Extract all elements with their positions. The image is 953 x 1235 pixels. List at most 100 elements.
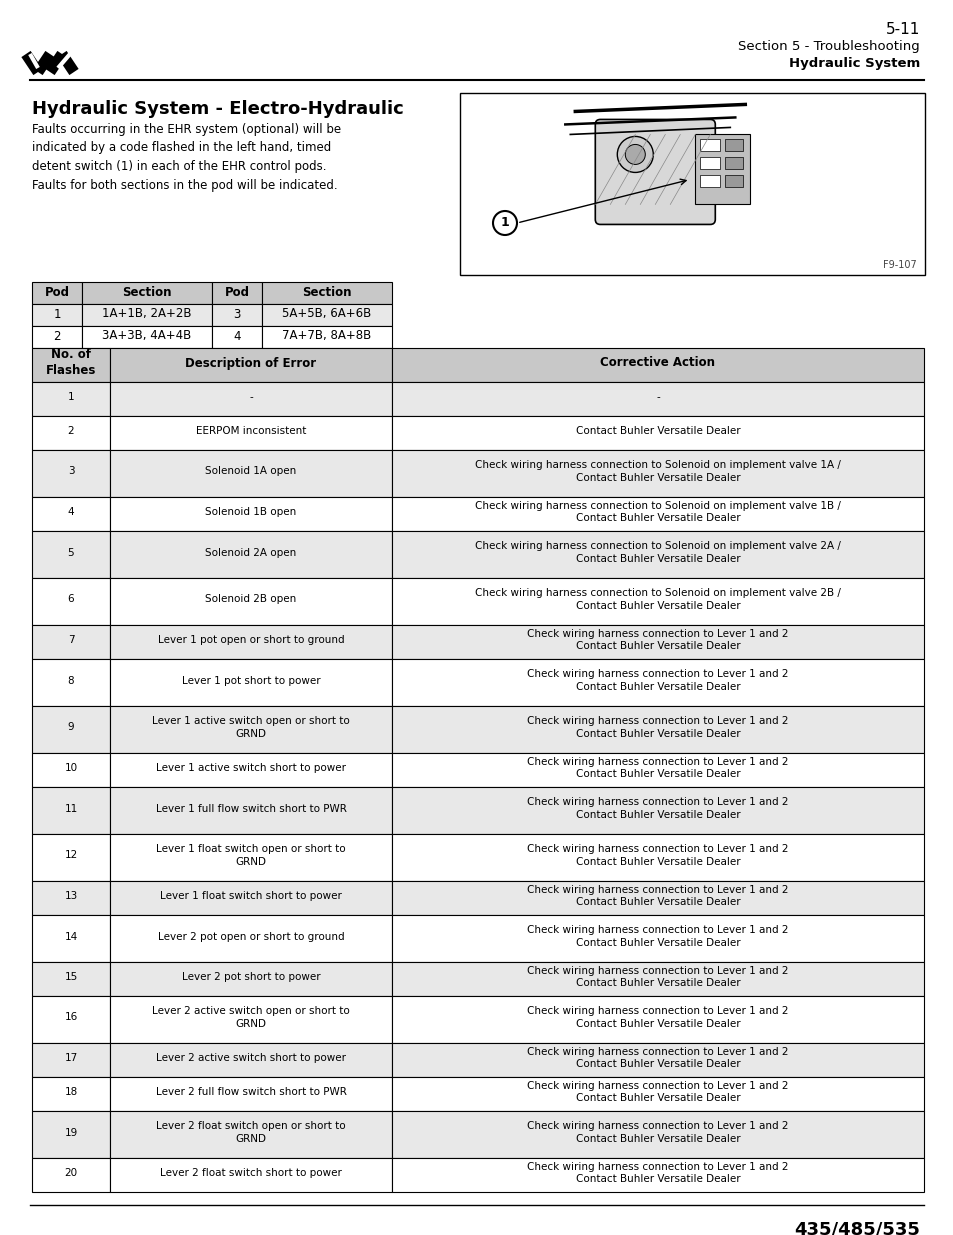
- Bar: [392, 995, 923, 1044]
- Text: Lever 1 float switch open or short to
GRND: Lever 1 float switch open or short to GR…: [156, 844, 345, 867]
- Bar: [392, 659, 923, 706]
- Text: 15: 15: [64, 972, 77, 982]
- Bar: [32, 282, 82, 304]
- Text: 12: 12: [64, 851, 77, 861]
- Bar: [110, 450, 392, 496]
- Text: Check wiring harness connection to Lever 1 and 2
Contact Buhler Versatile Dealer: Check wiring harness connection to Lever…: [527, 797, 788, 820]
- Text: 4: 4: [68, 508, 74, 517]
- Text: 6: 6: [68, 594, 74, 604]
- Text: Lever 2 active switch open or short to
GRND: Lever 2 active switch open or short to G…: [152, 1007, 350, 1029]
- Text: 7: 7: [68, 635, 74, 645]
- Text: Check wiring harness connection to Lever 1 and 2
Contact Buhler Versatile Dealer: Check wiring harness connection to Lever…: [527, 1121, 788, 1144]
- Bar: [110, 787, 392, 834]
- Bar: [32, 348, 110, 382]
- Bar: [392, 348, 923, 382]
- Text: 1: 1: [68, 391, 74, 403]
- Text: 1A+1B, 2A+2B: 1A+1B, 2A+2B: [102, 308, 192, 321]
- Text: Lever 2 float switch short to power: Lever 2 float switch short to power: [160, 1168, 341, 1178]
- Bar: [32, 915, 110, 962]
- Text: 4: 4: [233, 330, 240, 342]
- Circle shape: [624, 144, 644, 164]
- Text: 5A+5B, 6A+6B: 5A+5B, 6A+6B: [282, 308, 372, 321]
- Bar: [392, 881, 923, 915]
- Bar: [32, 531, 110, 578]
- Bar: [392, 834, 923, 881]
- Text: 5-11: 5-11: [884, 22, 919, 37]
- Text: Lever 2 full flow switch short to PWR: Lever 2 full flow switch short to PWR: [155, 1087, 346, 1097]
- Bar: [212, 282, 262, 304]
- Bar: [110, 496, 392, 531]
- Bar: [32, 1158, 110, 1192]
- Text: 16: 16: [64, 1013, 77, 1023]
- Text: -: -: [656, 391, 659, 403]
- Text: 1: 1: [53, 308, 61, 321]
- Text: 20: 20: [65, 1168, 77, 1178]
- Bar: [32, 1112, 110, 1158]
- Bar: [695, 135, 749, 205]
- Text: 18: 18: [64, 1087, 77, 1097]
- Bar: [392, 1112, 923, 1158]
- Text: 8: 8: [68, 676, 74, 685]
- Text: 2: 2: [53, 330, 61, 342]
- Bar: [392, 1077, 923, 1112]
- Bar: [392, 578, 923, 625]
- Text: 11: 11: [64, 804, 77, 814]
- FancyBboxPatch shape: [595, 120, 715, 225]
- Text: 3: 3: [68, 467, 74, 477]
- Text: Check wiring harness connection to Lever 1 and 2
Contact Buhler Versatile Dealer: Check wiring harness connection to Lever…: [527, 629, 788, 651]
- Bar: [262, 282, 392, 304]
- Bar: [32, 326, 82, 348]
- Text: Pod: Pod: [224, 285, 250, 299]
- Text: Section 5 - Troubleshooting: Section 5 - Troubleshooting: [738, 40, 919, 53]
- Text: Solenoid 2B open: Solenoid 2B open: [205, 594, 296, 604]
- Text: 7A+7B, 8A+8B: 7A+7B, 8A+8B: [282, 330, 372, 342]
- Text: Solenoid 1A open: Solenoid 1A open: [205, 467, 296, 477]
- Text: Description of Error: Description of Error: [185, 357, 316, 369]
- Bar: [392, 531, 923, 578]
- Bar: [32, 304, 82, 326]
- Text: Lever 2 active switch short to power: Lever 2 active switch short to power: [156, 1053, 346, 1063]
- Bar: [32, 625, 110, 659]
- Bar: [700, 175, 720, 188]
- Bar: [32, 496, 110, 531]
- Text: 14: 14: [64, 931, 77, 941]
- Bar: [32, 416, 110, 450]
- Text: 435/485/535: 435/485/535: [793, 1220, 919, 1235]
- Text: Check wiring harness connection to Lever 1 and 2
Contact Buhler Versatile Dealer: Check wiring harness connection to Lever…: [527, 716, 788, 739]
- Text: Check wiring harness connection to Lever 1 and 2
Contact Buhler Versatile Dealer: Check wiring harness connection to Lever…: [527, 1007, 788, 1029]
- Text: Check wiring harness connection to Lever 1 and 2
Contact Buhler Versatile Dealer: Check wiring harness connection to Lever…: [527, 844, 788, 867]
- Bar: [110, 348, 392, 382]
- Bar: [32, 1044, 110, 1077]
- Bar: [32, 962, 110, 995]
- Text: 10: 10: [65, 763, 77, 773]
- Text: Lever 1 active switch short to power: Lever 1 active switch short to power: [156, 763, 346, 773]
- Bar: [392, 787, 923, 834]
- Bar: [32, 1077, 110, 1112]
- Bar: [32, 881, 110, 915]
- Bar: [110, 1112, 392, 1158]
- Bar: [110, 416, 392, 450]
- Text: Check wiring harness connection to Lever 1 and 2
Contact Buhler Versatile Dealer: Check wiring harness connection to Lever…: [527, 1046, 788, 1070]
- Text: Solenoid 1B open: Solenoid 1B open: [205, 508, 296, 517]
- Bar: [110, 1158, 392, 1192]
- Text: Lever 1 full flow switch short to PWR: Lever 1 full flow switch short to PWR: [155, 804, 346, 814]
- Text: Check wiring harness connection to Solenoid on implement valve 2B /
Contact Buhl: Check wiring harness connection to Solen…: [475, 588, 840, 611]
- Circle shape: [617, 136, 653, 173]
- Bar: [110, 1044, 392, 1077]
- Bar: [700, 140, 720, 152]
- Bar: [392, 1044, 923, 1077]
- Text: Hydraulic System - Electro-Hydraulic: Hydraulic System - Electro-Hydraulic: [32, 100, 403, 119]
- Bar: [110, 531, 392, 578]
- Text: Lever 1 float switch short to power: Lever 1 float switch short to power: [160, 890, 341, 902]
- Bar: [32, 995, 110, 1044]
- Text: EERPOM inconsistent: EERPOM inconsistent: [195, 426, 306, 436]
- Bar: [110, 706, 392, 753]
- Text: Check wiring harness connection to Solenoid on implement valve 2A /
Contact Buhl: Check wiring harness connection to Solen…: [475, 541, 840, 564]
- Text: Solenoid 2A open: Solenoid 2A open: [205, 547, 296, 557]
- Text: Check wiring harness connection to Lever 1 and 2
Contact Buhler Versatile Dealer: Check wiring harness connection to Lever…: [527, 1162, 788, 1184]
- Text: -: -: [249, 391, 253, 403]
- Bar: [110, 753, 392, 787]
- Text: Lever 1 active switch open or short to
GRND: Lever 1 active switch open or short to G…: [152, 716, 350, 739]
- Text: Check wiring harness connection to Lever 1 and 2
Contact Buhler Versatile Dealer: Check wiring harness connection to Lever…: [527, 669, 788, 692]
- Bar: [110, 625, 392, 659]
